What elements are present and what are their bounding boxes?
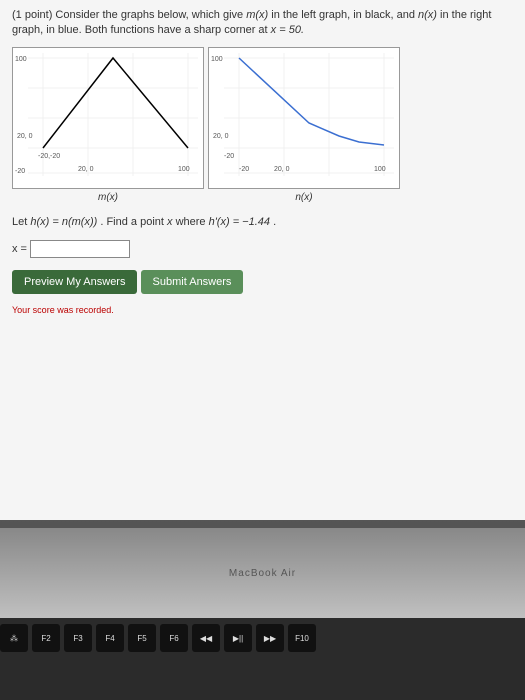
keyboard-row: ⁂ F2 F3 F4 F5 F6 ◀◀ ▶|| ▶▶ F10 — [0, 618, 525, 700]
key-forward: ▶▶ — [256, 624, 284, 652]
button-row: Preview My Answers Submit Answers — [12, 270, 513, 294]
chart-area: 100 20, 0 -20,-20 20, 0 100 -20 m(x) — [12, 47, 513, 205]
question-text: Let h(x) = n(m(x)) . Find a point x wher… — [12, 215, 513, 230]
chart-left-label: m(x) — [12, 191, 204, 205]
answer-label: x = — [12, 243, 30, 255]
key-brightness: ⁂ — [0, 624, 28, 652]
key-playpause: ▶|| — [224, 624, 252, 652]
key-f5: F5 — [128, 624, 156, 652]
svg-text:100: 100 — [211, 56, 223, 63]
svg-text:20, 0: 20, 0 — [17, 133, 33, 140]
score-recorded-text: Your score was recorded. — [12, 304, 513, 317]
key-f6: F6 — [160, 624, 188, 652]
key-f3: F3 — [64, 624, 92, 652]
chart-right-label: n(x) — [208, 191, 400, 205]
svg-text:100: 100 — [15, 56, 27, 63]
svg-text:-20: -20 — [224, 153, 234, 160]
chart-right: 100 20, 0 -20 -20 20, 0 100 — [208, 47, 400, 189]
svg-text:-20: -20 — [239, 166, 249, 173]
problem-text: (1 point) Consider the graphs below, whi… — [12, 8, 513, 39]
chart-right-wrapper: 100 20, 0 -20 -20 20, 0 100 n(x) — [208, 47, 400, 205]
key-rewind: ◀◀ — [192, 624, 220, 652]
laptop-hinge: MacBook Air — [0, 528, 525, 618]
answer-row: x = — [12, 240, 513, 258]
chart-left-wrapper: 100 20, 0 -20,-20 20, 0 100 -20 m(x) — [12, 47, 204, 205]
key-f2: F2 — [32, 624, 60, 652]
chart-left: 100 20, 0 -20,-20 20, 0 100 -20 — [12, 47, 204, 189]
laptop-brand: MacBook Air — [229, 568, 296, 579]
points-label: (1 point) — [12, 9, 52, 21]
answer-input[interactable] — [30, 240, 130, 258]
submit-button[interactable]: Submit Answers — [141, 270, 244, 294]
svg-text:100: 100 — [374, 166, 386, 173]
svg-text:20, 0: 20, 0 — [274, 166, 290, 173]
key-f10: F10 — [288, 624, 316, 652]
svg-text:20, 0: 20, 0 — [78, 166, 94, 173]
preview-button[interactable]: Preview My Answers — [12, 270, 137, 294]
laptop-body: MacBook Air ⁂ F2 F3 F4 F5 F6 ◀◀ ▶|| ▶▶ F… — [0, 520, 525, 700]
svg-text:20, 0: 20, 0 — [213, 133, 229, 140]
svg-text:-20: -20 — [15, 168, 25, 175]
svg-text:-20,-20: -20,-20 — [38, 153, 60, 160]
key-f4: F4 — [96, 624, 124, 652]
svg-text:100: 100 — [178, 166, 190, 173]
